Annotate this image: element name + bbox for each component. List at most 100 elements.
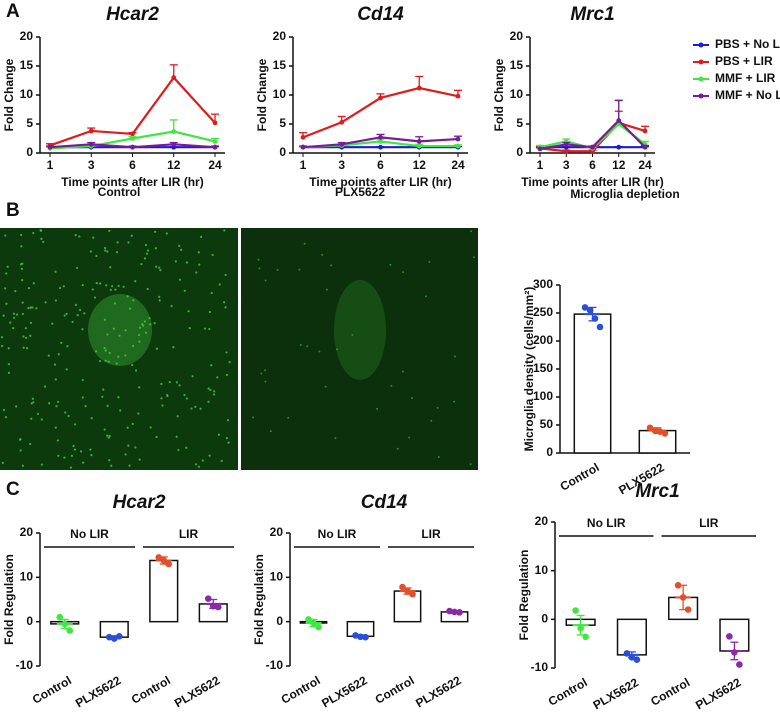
microglia-cell [138,386,141,389]
microglia-cell [130,234,133,237]
data-point [352,632,359,639]
x-tick-label: 3 [88,158,95,172]
microglia-cell [71,320,74,324]
data-point [731,649,738,656]
y-tick-label: 250 [533,305,553,319]
point [171,141,177,147]
microglia-cell [138,326,142,329]
microglia-cell [197,465,201,468]
microglia-cell [74,303,77,306]
microglia-cell [108,434,111,438]
group-label: LIR [699,516,719,530]
microglia-cell [54,299,57,302]
legend-label: MMF + LIR [715,71,776,85]
microglia-cell [54,426,57,429]
microglia-cell [208,454,211,457]
microglia-cell [92,236,95,239]
microglia-cell [101,395,104,398]
microglia-cell [155,347,159,350]
microglia-cell [20,267,23,270]
microglia-cell [227,441,230,444]
microglia-cell [148,317,151,320]
point [563,141,569,147]
point [130,131,135,137]
point [378,144,383,150]
point [212,120,218,126]
microglia-cell [145,252,149,255]
data-point [591,315,599,322]
microglia-cell [208,327,211,331]
x-tick-label: Control [558,460,602,493]
microglia-cell [199,407,202,410]
y-axis-label: Fold Change [255,58,269,131]
microglia-cell [103,318,106,321]
data-point [305,616,312,623]
microglia-cell [22,335,25,338]
microglia-cell [197,251,200,254]
x-tick-label: 1 [47,158,54,172]
microglia-cell [160,382,163,386]
y-tick-label: 50 [540,417,554,431]
point [642,128,648,134]
y-tick-label: 5 [26,116,33,130]
microglia-cell [269,430,272,433]
microglia-cell [264,369,267,372]
data-point [409,590,416,598]
y-tick-label: 20 [510,29,524,43]
data-point [399,583,406,591]
microglia-cell [170,305,173,308]
x-tick-label: 24 [638,158,652,172]
y-tick-label: 10 [20,570,34,584]
microglia-cell [58,286,62,290]
microglia-cell [29,321,33,324]
microglia-cell [127,241,130,244]
y-tick-label: 0 [516,145,523,159]
microglia-cell [2,314,5,317]
point [130,136,135,141]
data-point [362,633,369,641]
microglia [0,229,475,469]
microglia-cell [287,416,290,419]
microglia-cell [40,237,43,241]
microglia-cell [174,260,177,263]
microglia-cell [20,233,23,237]
microglia-cell [104,359,107,362]
microglia-cell [43,385,47,388]
microglia-cell [411,396,414,399]
y-axis-label: Fold Regulation [252,554,266,645]
microglia-cell [176,415,179,418]
data-point [651,427,659,434]
microglia-cell [119,409,122,412]
microglia-cell [127,444,130,447]
microglia-cell [74,423,77,426]
microglia-cell [106,434,109,437]
data-point [165,560,173,568]
chart-title: Hcar2 [113,492,166,513]
microglia-cell [376,407,379,410]
microglia-cell [104,249,107,252]
microglia-cell [158,299,161,302]
y-tick-label: 5 [516,116,523,130]
microglia-cell [4,234,7,237]
microglia-cell [30,402,33,405]
microglia-cell [65,368,68,371]
y-tick-label: 200 [533,333,553,347]
series-line [539,122,646,150]
microglia-cell [95,254,98,258]
microglia-cell [172,346,175,349]
microglia-cell [117,355,120,358]
microglia-cell [183,289,186,292]
microglia-cell [351,333,354,336]
microglia-cell [35,307,38,310]
microglia-cell [134,369,138,372]
microglia-cell [117,396,120,399]
microglia-cell [430,419,433,422]
data-point [315,623,322,631]
x-tick-label: PLX5622 [693,675,744,712]
microglia-cell [103,246,107,250]
microglia-cell [19,449,22,452]
microglia-cell [22,346,25,349]
microglia-cell [218,283,221,286]
legend-label: PBS + LIR [715,54,773,68]
